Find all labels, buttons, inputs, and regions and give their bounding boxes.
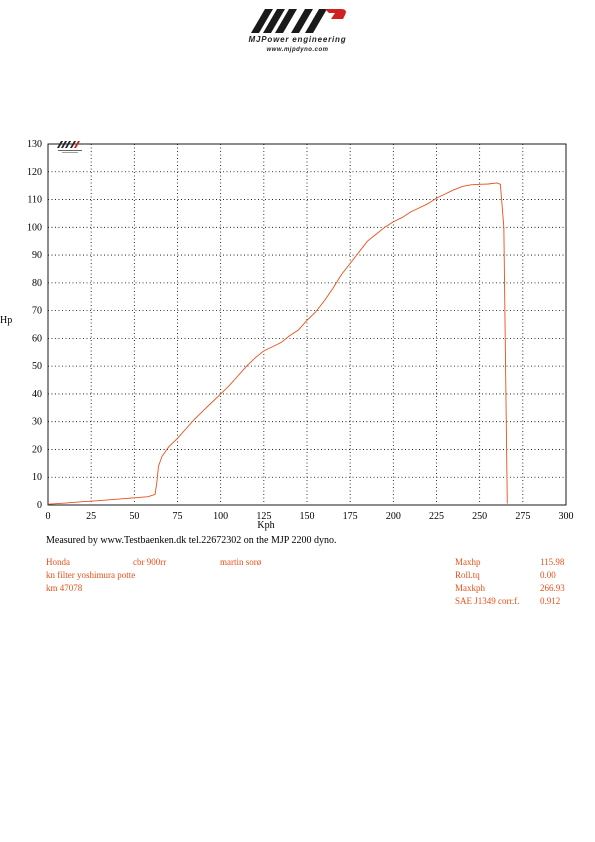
- power-curve: [47, 182, 508, 505]
- y-axis-ticks: 0 10 20 30 40 50 60 70 80 90 100 110 120 130: [27, 139, 42, 511]
- x-tick-label: 0: [46, 511, 51, 522]
- x-tick-label: 50: [129, 511, 139, 522]
- y-tick-label: 80: [32, 278, 42, 289]
- x-tick-label: 275: [515, 511, 530, 522]
- y-tick-label: 100: [27, 222, 42, 233]
- x-tick-label: 200: [386, 511, 401, 522]
- x-axis-label: Kph: [257, 520, 274, 531]
- x-tick-label: 175: [343, 511, 358, 522]
- y-tick-label: 120: [27, 167, 42, 178]
- plot-area-frame: [47, 143, 567, 506]
- y-tick-label: 130: [27, 139, 42, 150]
- y-tick-label: 90: [32, 250, 42, 261]
- dyno-chart: 0 25 50 75 100 125 150 175 200 225 250 275 300 0 10 20…: [0, 139, 574, 531]
- vehicle-mods: kn filter yoshimura potte: [46, 570, 136, 580]
- y-tick-label: 70: [32, 306, 42, 317]
- brand-name: MJPower engineering: [248, 35, 347, 44]
- stat-value-maxhp: 115.98: [540, 557, 565, 567]
- x-tick-label: 250: [472, 511, 487, 522]
- vehicle-mileage: km 47078: [46, 583, 83, 593]
- y-axis-label: Hp: [0, 315, 12, 326]
- stat-value-maxkph: 266.93: [540, 583, 565, 593]
- stat-label-maxhp: Maxhp: [455, 557, 481, 567]
- stat-label-sae: SAE J1349 corr.f.: [455, 596, 520, 606]
- y-tick-label: 110: [27, 195, 42, 206]
- measurement-note: Measured by www.Testbaenken.dk tel.22672…: [46, 535, 337, 546]
- x-tick-label: 75: [173, 511, 183, 522]
- y-tick-label: 30: [32, 417, 42, 428]
- stat-label-rolltq: Roll.tq: [455, 570, 480, 580]
- vehicle-model: cbr 900rr: [133, 557, 167, 567]
- y-tick-label: 40: [32, 389, 42, 400]
- y-tick-label: 20: [32, 444, 42, 455]
- stat-value-sae: 0.912: [540, 596, 561, 606]
- mjp-logo-icon: [251, 9, 346, 33]
- stat-label-maxkph: Maxkph: [455, 583, 485, 593]
- x-tick-label: 125: [256, 511, 271, 522]
- vehicle-make: Honda: [46, 557, 70, 567]
- x-tick-label: 150: [300, 511, 315, 522]
- x-tick-label: 225: [429, 511, 444, 522]
- chart-grid: [48, 144, 566, 505]
- brand-url: www.mjpdyno.com: [266, 47, 329, 53]
- x-tick-label: 300: [559, 511, 574, 522]
- y-tick-label: 50: [32, 361, 42, 372]
- x-axis-ticks: 0 25 50 75 100 125 150 175 200 225 250 275 300: [46, 511, 574, 522]
- y-tick-label: 10: [32, 472, 42, 483]
- x-tick-label: 100: [213, 511, 228, 522]
- chart-watermark-logo: [57, 141, 82, 153]
- x-tick-label: 25: [86, 511, 96, 522]
- brand-header: MJPower engineering www.mjpdyno.com: [0, 0, 595, 60]
- y-tick-label: 0: [37, 500, 42, 511]
- vehicle-owner: martin sorø: [220, 557, 262, 567]
- y-tick-label: 60: [32, 333, 42, 344]
- stat-value-rolltq: 0.00: [540, 570, 556, 580]
